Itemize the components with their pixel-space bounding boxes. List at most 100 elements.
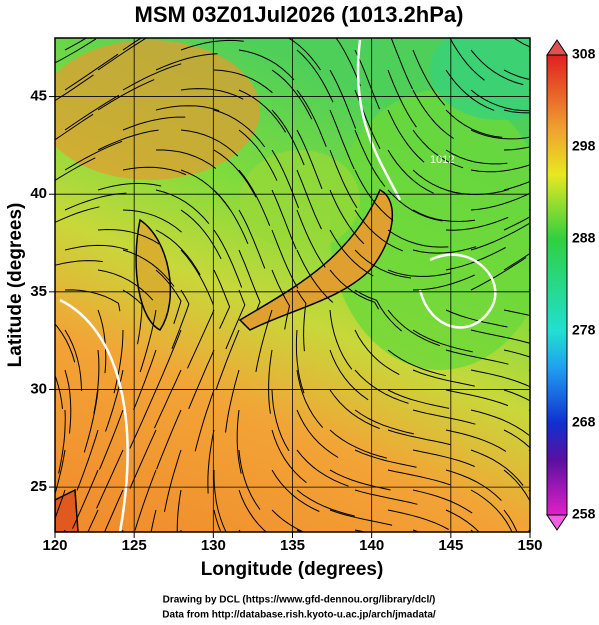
streamline — [139, 309, 157, 373]
streamline — [296, 249, 334, 303]
x-tick-label: 125 — [122, 537, 147, 554]
streamline — [445, 429, 507, 452]
streamline — [97, 309, 107, 374]
streamline — [99, 409, 124, 470]
streamline — [187, 309, 215, 369]
x-tick-label: 150 — [517, 537, 542, 554]
streamline — [55, 449, 66, 496]
streamline — [97, 182, 162, 191]
streamline — [207, 429, 215, 494]
streamline — [40, 390, 50, 453]
streamline — [329, 309, 353, 370]
streamline — [354, 249, 412, 279]
streamline — [87, 509, 99, 532]
streamline — [122, 38, 143, 51]
y-axis-label: Latitude (degrees) — [5, 203, 26, 368]
streamline — [387, 109, 425, 163]
y-tick-label: 30 — [30, 380, 47, 397]
streamline — [470, 192, 530, 211]
streamline — [445, 389, 509, 407]
streamline — [412, 129, 464, 169]
streamline — [387, 269, 452, 277]
streamline — [387, 309, 441, 347]
streamline — [238, 449, 261, 510]
streamline — [503, 509, 518, 532]
streamline — [329, 229, 374, 277]
streamline — [387, 149, 434, 194]
x-tick-label: 120 — [42, 537, 67, 554]
streamline — [64, 244, 129, 251]
contour-label: 1012 — [430, 154, 454, 166]
streamline — [387, 189, 443, 222]
streamline — [445, 309, 508, 328]
streamline — [180, 129, 239, 157]
streamline — [296, 89, 327, 147]
streamline — [445, 349, 509, 365]
streamline — [271, 149, 300, 209]
streamline — [113, 329, 124, 394]
korea-coast — [135, 218, 172, 331]
streamline — [354, 289, 403, 332]
streamline — [503, 309, 530, 316]
streamline — [64, 53, 119, 91]
streamline — [329, 389, 380, 430]
streamline — [72, 469, 99, 529]
y-tick-label: 25 — [30, 478, 47, 495]
streamline — [412, 489, 473, 514]
cool-region — [240, 150, 360, 250]
streamline — [503, 146, 530, 151]
streamline — [268, 349, 273, 414]
x-tick-label: 130 — [201, 537, 226, 554]
streamline — [96, 449, 124, 509]
title: MSM 03Z01Jul2026 (1013.2hPa) — [135, 2, 464, 27]
streamline — [155, 53, 218, 71]
streamline — [296, 449, 349, 487]
streamline — [238, 489, 267, 532]
streamline — [64, 140, 123, 171]
streamline — [387, 429, 451, 446]
colorbar-tick-label: 258 — [572, 506, 596, 522]
streamline — [180, 209, 222, 260]
streamline — [329, 429, 387, 459]
streamline — [503, 469, 530, 503]
streamline — [296, 169, 322, 230]
streamline — [238, 89, 287, 133]
streamline — [155, 105, 220, 112]
streamline — [225, 289, 246, 350]
streamline — [296, 529, 303, 532]
streamline — [503, 252, 530, 271]
colorbar-max-arrow — [546, 39, 568, 56]
streamline — [296, 129, 323, 190]
streamline — [412, 274, 475, 291]
streamline — [503, 216, 530, 231]
streamline — [503, 349, 530, 358]
streamline — [470, 129, 530, 140]
streamline — [76, 429, 99, 491]
streamline — [329, 109, 355, 170]
streamline — [354, 209, 404, 252]
credit: Drawing by DCL (https://www.gfd-dennou.o… — [163, 595, 436, 606]
streamline — [354, 129, 386, 187]
streamline — [156, 149, 217, 169]
streamline — [64, 38, 88, 51]
streamline — [180, 529, 182, 532]
x-axis-label: Longitude (degrees) — [201, 559, 384, 580]
x-tick-label: 135 — [280, 537, 305, 554]
streamline — [354, 409, 415, 435]
colorbar-tick-label: 308 — [572, 46, 596, 62]
streamline — [354, 489, 418, 505]
streamline — [412, 209, 476, 223]
streamline — [412, 449, 475, 467]
streamline — [387, 469, 451, 486]
streamline — [105, 369, 124, 432]
streamline — [97, 228, 160, 245]
streamline — [387, 389, 450, 409]
streamline — [97, 38, 148, 71]
streamline — [412, 329, 473, 353]
streamline — [188, 349, 215, 409]
streamline — [503, 180, 530, 191]
streamline — [155, 229, 201, 276]
streamline — [354, 329, 400, 376]
streamline — [55, 157, 96, 181]
